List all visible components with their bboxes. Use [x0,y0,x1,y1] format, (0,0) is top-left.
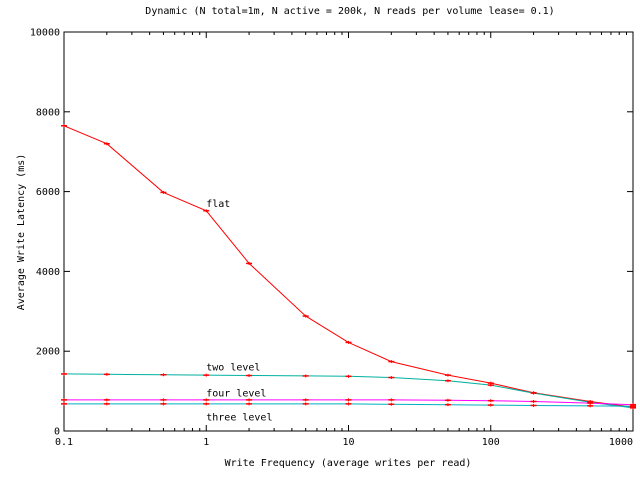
x-tick-label: 100 [482,437,500,448]
series-label-two-level: two level [206,363,260,374]
x-tick-label: 1 [203,437,209,448]
y-tick-label: 4000 [36,267,60,278]
y-tick-label: 6000 [36,187,60,198]
series-label-three-level: three level [206,413,272,424]
plot-frame [63,31,634,432]
x-tick-label: 10 [342,437,354,448]
x-tick-label: 0.1 [55,437,73,448]
x-axis-label: Write Frequency (average writes per read… [225,458,472,469]
chart-title: Dynamic (N total=1m, N active = 200k, N … [145,6,554,17]
series-labels: flat two level four level three level [206,199,272,423]
axis-ticks: 0 2000 4000 6000 8000 10000 0.1 1 10 100 1000 [30,28,634,448]
series-label-four-level: four level [206,389,266,400]
series-three-level [61,402,636,408]
series-two-level [61,372,636,410]
series-layer [61,124,636,410]
series-four-level [61,398,636,407]
y-tick-label: 2000 [36,347,60,358]
series-label-flat: flat [206,199,230,210]
series-line-flat [63,125,634,408]
y-tick-label: 10000 [30,28,60,39]
y-axis-label: Average Write Latency (ms) [16,154,27,311]
series-flat [61,124,636,409]
y-tick-label: 0 [54,427,60,438]
y-tick-label: 8000 [36,107,60,118]
x-tick-label: 1000 [609,437,633,448]
